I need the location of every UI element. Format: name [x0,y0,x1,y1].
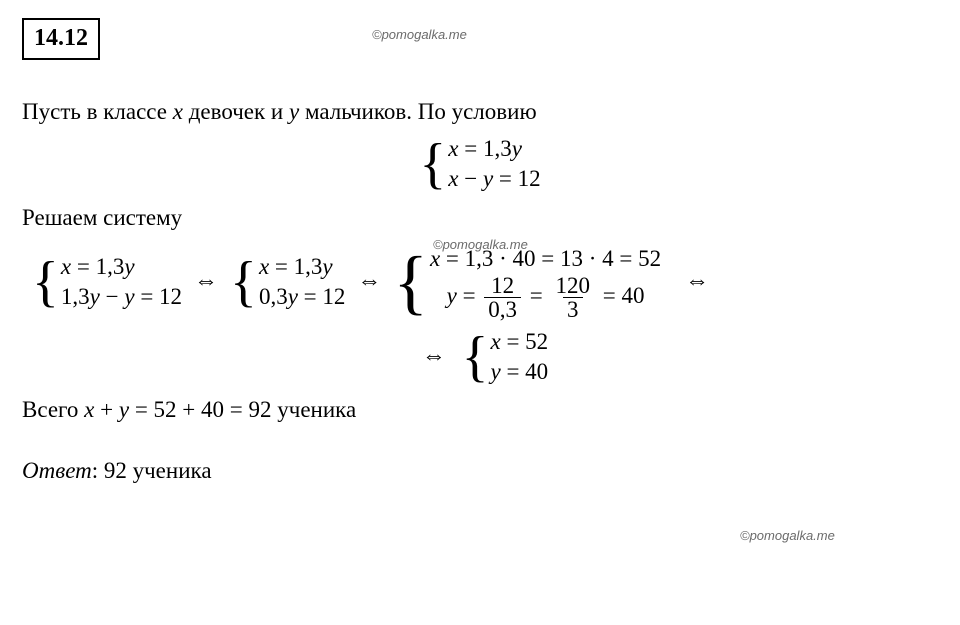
answer-line: Ответ: 92 ученика [22,455,938,487]
total-suffix: ученика [272,397,357,422]
chain-system-3: { x = 1,3 · 40 = 13 · 4 = 52 yy = = 12 0… [393,244,661,321]
problem-number: 14.12 [34,25,88,51]
total-expr: x + y = 52 + 40 = 92 [84,397,271,422]
intro-var-x: x [173,99,183,124]
s4-row1: x = 52 [490,327,548,357]
system-rows: x = 1,3 · 40 = 13 · 4 = 52 yy = = 12 0,3… [430,244,661,321]
sys2-lhs: x − y [448,166,493,191]
intro-prefix: Пусть в классе [22,99,173,124]
system-row-2: x − y = 12 [448,164,540,194]
equivalence-chain: { x = 1,3y 1,3y − y = 12 ⇔ { x = 1,3y 0,… [30,244,938,321]
brace-icon: { [462,329,489,385]
iff-symbol: ⇔ [422,340,446,374]
chain-system-4: { x = 52 y = 40 [462,327,549,387]
fraction-2: 120 3 [552,274,595,321]
system-row-1: x = 1,3y [448,134,540,164]
s2-row2: 0,3y = 12 [259,282,345,312]
chain-system-2: { x = 1,3y 0,3y = 12 [230,252,345,312]
sys1-lhs: x [448,136,458,161]
system-rows: x = 52 y = 40 [490,327,548,387]
intro-line: Пусть в классе x девочек и y мальчиков. … [22,96,938,128]
problem-number-box: 14.12 [22,18,100,60]
sys1-rhs: 1,3y [483,136,522,161]
chain-system-1: { x = 1,3y 1,3y − y = 12 [32,252,182,312]
watermark: ©pomogalka.me [433,237,528,252]
answer-value: 92 ученика [104,458,212,483]
sys2-eq: = [493,166,517,191]
brace-icon: { [32,254,59,310]
answer-label: Ответ [22,458,92,483]
intro-mid: девочек и [183,99,289,124]
frac2-den: 3 [563,297,583,321]
frac2-num: 120 [552,274,595,297]
brace-icon: { [393,246,428,318]
watermark: ©pomogalka.me [740,528,835,543]
sys2-rhs: 12 [518,166,541,191]
s3-eq2: = 40 [603,282,645,307]
intro-var-y: y [289,99,299,124]
answer-sep: : [92,458,104,483]
brace-icon: { [419,136,446,192]
solution-page: 14.12 Пусть в классе x девочек и y мальч… [0,0,960,505]
s1-row1: x = 1,3y [61,252,182,282]
total-prefix: Всего [22,397,84,422]
initial-system: { x = 1,3y x − y = 12 [419,134,540,194]
intro-suffix: мальчиков. По условию [299,99,536,124]
frac1-den: 0,3 [484,297,521,321]
chain-continuation: ⇔ { x = 52 y = 40 [22,327,938,387]
iff-symbol: ⇔ [357,265,381,299]
system-rows: x = 1,3y 1,3y − y = 12 [61,252,182,312]
initial-system-block: { x = 1,3y x − y = 12 [22,134,938,194]
s4-row2: y = 40 [490,357,548,387]
sys1-eq: = [458,136,482,161]
solve-label: Решаем систему [22,202,938,234]
s2-row1: x = 1,3y [259,252,345,282]
watermark: ©pomogalka.me [372,27,467,42]
frac1-num: 12 [487,274,518,297]
system-rows: x = 1,3y x − y = 12 [448,134,540,194]
total-line: Всего x + y = 52 + 40 = 92 ученика [22,394,938,426]
system-rows: x = 1,3y 0,3y = 12 [259,252,345,312]
iff-symbol: ⇔ [194,265,218,299]
s3-eq1: = [530,282,549,307]
s1-row2: 1,3y − y = 12 [61,282,182,312]
brace-icon: { [230,254,257,310]
s3-row2: yy = = 12 0,3 = 120 3 = 40 [430,274,661,321]
iff-symbol: ⇔ [685,265,709,299]
fraction-1: 12 0,3 [484,274,521,321]
